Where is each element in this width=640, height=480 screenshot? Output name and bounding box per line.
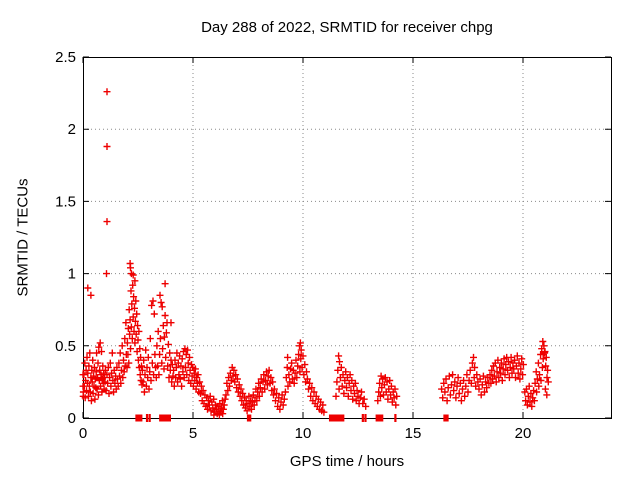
y-tick-label: 0.5: [55, 338, 76, 355]
x-tick-label: 20: [515, 425, 532, 442]
y-tick-label: 2: [68, 121, 76, 138]
grid-lines: [83, 57, 611, 418]
zero-value-mark: [394, 414, 397, 422]
y-tick-label: 1: [68, 266, 76, 283]
zero-value-mark: [145, 414, 149, 422]
plot-border: [83, 57, 612, 419]
x-tick-label: 5: [189, 425, 197, 442]
x-tick-label: 10: [295, 425, 312, 442]
axis-ticks: [82, 56, 611, 419]
zero-value-mark: [364, 414, 367, 422]
zero-value-mark: [148, 414, 151, 422]
zero-value-run: [159, 414, 171, 422]
zero-value-mark: [361, 414, 364, 422]
zero-value-run: [328, 414, 345, 422]
y-tick-label: 2.5: [55, 49, 76, 66]
zero-value-run: [246, 414, 252, 422]
scatter-points: [79, 88, 552, 419]
y-tick-label: 0: [68, 410, 76, 427]
zero-value-run: [443, 414, 449, 422]
x-axis-label: GPS time / hours: [289, 453, 405, 470]
zero-value-run: [375, 414, 384, 422]
chart-title: Day 288 of 2022, SRMTID for receiver chp…: [201, 19, 493, 36]
x-tick-label: 15: [405, 425, 422, 442]
x-tick-label: 0: [79, 425, 87, 442]
y-tick-label: 1.5: [55, 193, 76, 210]
zero-value-run: [135, 414, 143, 422]
